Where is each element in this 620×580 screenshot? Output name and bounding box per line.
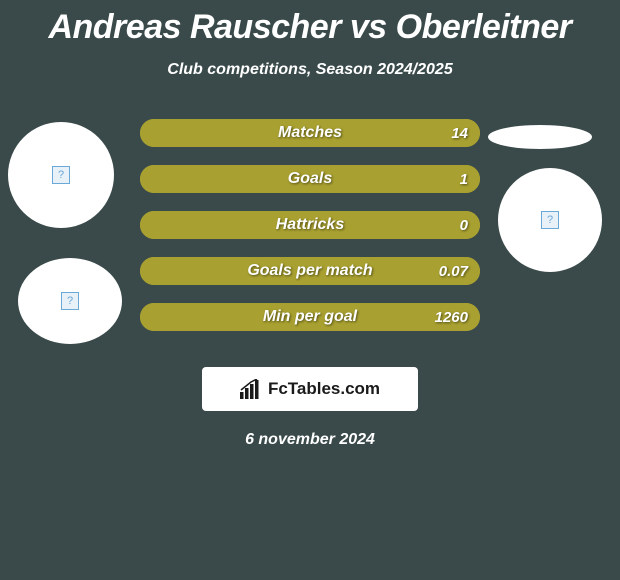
bar-value: 0 [460,211,468,239]
bar-value: 1 [460,165,468,193]
brand-badge: FcTables.com [202,367,418,411]
bar-value: 1260 [435,303,468,331]
bar-label: Min per goal [140,303,480,331]
bar-label: Goals [140,165,480,193]
page-title: Andreas Rauscher vs Oberleitner [0,0,620,47]
bar-value: 14 [451,119,468,147]
image-placeholder-icon: ? [541,211,559,229]
avatar-right-2: ? [498,168,602,272]
stat-row: Goals per match0.07 [140,257,480,285]
stat-row: Matches14 [140,119,480,147]
bar-label: Goals per match [140,257,480,285]
date-line: 6 november 2024 [0,431,620,449]
avatar-right-1 [488,125,592,149]
stat-row: Min per goal1260 [140,303,480,331]
subtitle: Club competitions, Season 2024/2025 [0,61,620,79]
bar-label: Hattricks [140,211,480,239]
bar-label: Matches [140,119,480,147]
avatar-left-1: ? [8,122,114,228]
stat-row: Goals1 [140,165,480,193]
image-placeholder-icon: ? [52,166,70,184]
stat-row: Hattricks0 [140,211,480,239]
avatar-left-2: ? [18,258,122,344]
bar-value: 0.07 [439,257,468,285]
chart-icon [240,379,262,399]
brand-text: FcTables.com [268,379,380,399]
image-placeholder-icon: ? [61,292,79,310]
